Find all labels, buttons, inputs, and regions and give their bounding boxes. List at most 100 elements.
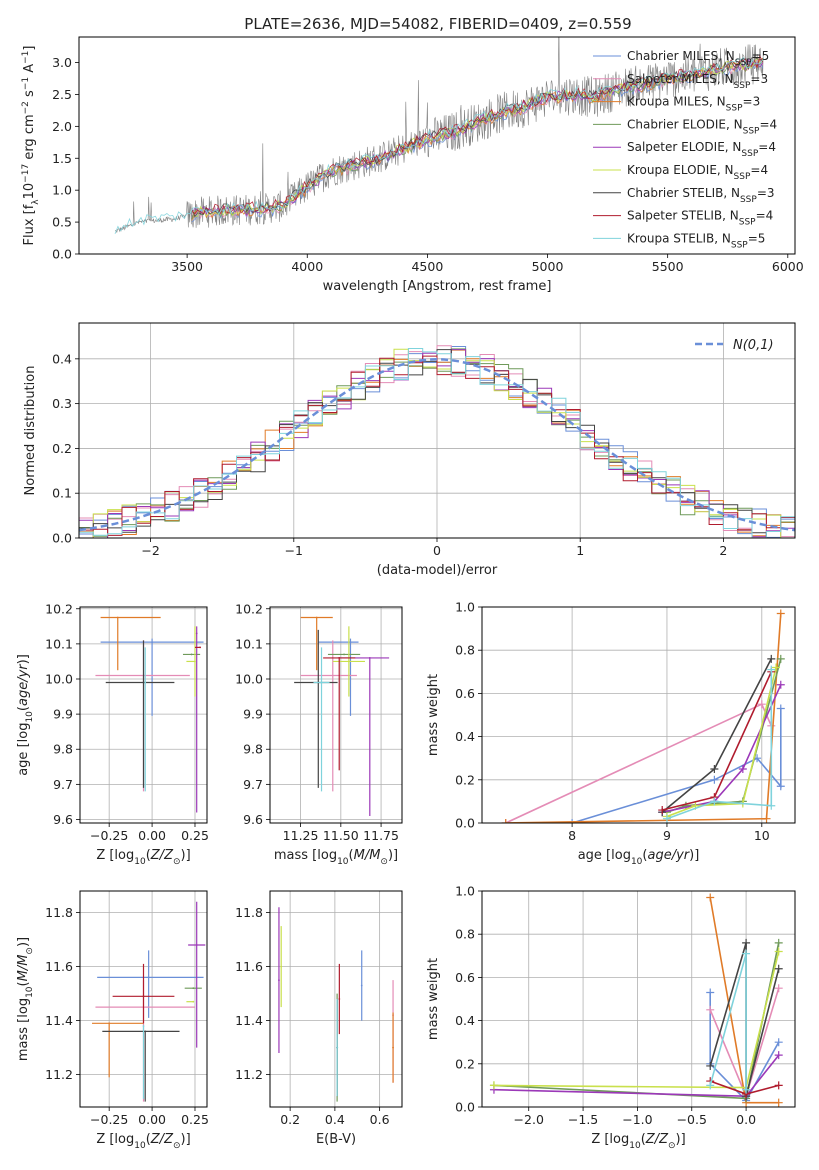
point-chabrier-miles xyxy=(151,641,153,644)
mw-marker-kroupa-elodie xyxy=(489,1081,498,1090)
y-axis-label-part: s xyxy=(22,90,37,101)
legend-ssp-sub: SSP xyxy=(735,58,752,68)
x-tick-label: 0.00 xyxy=(138,828,166,843)
plot-area xyxy=(79,345,795,538)
x-tick-label: 11.50 xyxy=(323,828,359,843)
mw-marker-kroupa-stelib xyxy=(767,665,776,674)
mw-line-chabrier-miles xyxy=(709,992,780,1102)
mw-marker-chabrier-miles xyxy=(710,775,719,784)
y-axis-label-part: mass weight xyxy=(426,958,441,1040)
y-axis-label-part: λ xyxy=(31,199,41,205)
axes-frame xyxy=(79,890,208,1108)
x-axis-label-part: E(B-V) xyxy=(316,1132,356,1147)
x-axis-label-part: ⊙ xyxy=(668,1141,676,1151)
legend-label-salpeter-elodie: Salpeter ELODIE, NSSP=4 xyxy=(627,140,776,159)
mw-marker-kroupa-stelib xyxy=(662,814,671,823)
x-tick-label: 1 xyxy=(576,543,584,558)
x-axis-label-part: Z [log xyxy=(591,1132,629,1147)
point-kroupa-miles xyxy=(392,1046,394,1049)
x-axis-label-part: )] xyxy=(181,1132,191,1147)
mw-marker-chabrier-stelib xyxy=(767,654,776,663)
x-axis-label-part: (data-model)/error xyxy=(377,563,498,578)
mw-marker-salpeter-miles xyxy=(774,984,783,993)
figure-title: PLATE=2636, MJD=54082, FIBERID=0409, z=0… xyxy=(244,15,631,33)
y-tick-label: 0.1 xyxy=(52,486,72,501)
mw-line-kroupa-stelib xyxy=(666,669,773,820)
mw-marker-kroupa-stelib xyxy=(706,1081,715,1090)
x-tick-label: −2.0 xyxy=(514,1112,544,1127)
axes-frame xyxy=(481,606,796,824)
y-axis-label-part: )] xyxy=(16,937,31,947)
legend-ssp-eq: = xyxy=(748,231,758,245)
y-tick-label: 11.2 xyxy=(45,1067,73,1082)
mw-marker-salpeter-miles xyxy=(706,1005,715,1014)
y-tick-label: 0.2 xyxy=(455,772,475,787)
mw-marker-kroupa-stelib xyxy=(742,949,751,958)
y-tick-label: 11.4 xyxy=(235,1013,263,1028)
legend-ssp-eq: = xyxy=(756,209,766,223)
mw-marker-chabrier-miles xyxy=(706,988,715,997)
axes-frame xyxy=(78,36,796,255)
y-tick-label: 0.2 xyxy=(455,1056,475,1071)
model-line-salpeter-stelib xyxy=(191,54,764,215)
legend-model-name: Kroupa ELODIE, N xyxy=(627,163,734,177)
panel-mass-vs-EBV: 0.2 0.4 0.6 11.2 11.4 11.6 11.8 E(B-V) xyxy=(235,890,403,1147)
x-axis-label-part: 10 xyxy=(631,857,643,867)
mw-line-chabrier-stelib xyxy=(661,658,773,813)
mw-marker-chabrier-elodie xyxy=(776,654,785,663)
x-axis-label-part: ⊙ xyxy=(380,857,388,867)
legend-ssp-sub: SSP xyxy=(743,126,760,136)
y-tick-label: 10.1 xyxy=(45,636,73,651)
x-tick-label: 11.75 xyxy=(363,828,399,843)
x-tick-label: 4500 xyxy=(411,259,443,274)
point-salpeter-elodie xyxy=(195,632,198,635)
x-tick-label: 8 xyxy=(568,828,576,843)
y-axis-label-part: A xyxy=(22,64,37,77)
mw-marker-kroupa-stelib xyxy=(742,1085,751,1094)
point-kroupa-miles xyxy=(108,1022,111,1025)
x-axis-label-part: 10 xyxy=(629,1141,641,1151)
model-line-kroupa-miles xyxy=(191,57,764,221)
y-tick-label: 10.2 xyxy=(45,601,73,616)
point-salpeter-stelib xyxy=(338,657,341,659)
y-axis-label: Normed distribution xyxy=(23,366,38,496)
panel-age-vs-Z: −0.25 0.00 0.25 9.6 9.7 9.8 9.9 10.0 10.1 10.2 Z [… xyxy=(16,601,209,867)
y-axis-label-part: −1 xyxy=(21,51,31,64)
point-chabrier-elodie xyxy=(343,653,345,656)
y-tick-label: 0.5 xyxy=(52,215,72,230)
y-tick-label: 0.8 xyxy=(455,927,475,942)
y-tick-label: 9.6 xyxy=(243,812,263,827)
y-tick-label: 0.4 xyxy=(455,1013,475,1028)
mw-marker-salpeter-miles xyxy=(757,700,766,709)
x-axis-label-part: 10 xyxy=(134,1141,146,1151)
legend-model-name: Salpeter ELODIE, N xyxy=(627,140,741,154)
y-axis-label-part: −1 xyxy=(21,77,31,90)
x-axis-label-part: ( xyxy=(641,1132,646,1147)
mw-marker-chabrier-stelib xyxy=(710,765,719,773)
y-axis-label: mass weight xyxy=(426,674,441,756)
x-axis-label-part: wavelength [Angstrom, rest frame] xyxy=(323,279,552,294)
point-kroupa-stelib xyxy=(144,681,147,684)
x-axis-label-part: M/M xyxy=(354,848,381,863)
x-tick-label: 9 xyxy=(663,828,671,843)
point-chabrier-miles xyxy=(360,984,363,987)
legend-ssp-eq: = xyxy=(750,72,760,86)
x-tick-label: 0 xyxy=(433,543,441,558)
mw-marker-chabrier-stelib xyxy=(706,1061,715,1070)
panel-residuals: −2 −1 0 1 2 0.0 0.1 0.2 0.3 0.4 (data-model)/error… xyxy=(23,322,796,578)
y-tick-label: 0.6 xyxy=(455,686,475,701)
y-tick-label: 9.6 xyxy=(53,812,73,827)
x-axis-label: mass [log10(M/M⊙)] xyxy=(274,848,398,867)
legend-ssp-value: 3 xyxy=(760,72,768,86)
y-tick-label: 2.5 xyxy=(52,87,72,102)
mw-marker-kroupa-elodie xyxy=(772,663,781,672)
x-axis-label-part: ( xyxy=(642,848,647,863)
y-tick-label: 10.1 xyxy=(235,636,263,651)
y-axis-label-part: 10 xyxy=(25,711,35,723)
y-axis-label-part: M/M xyxy=(16,955,31,982)
x-axis-label: Z [log10(Z/Z⊙)] xyxy=(96,1132,190,1151)
mw-line-salpeter-miles xyxy=(505,703,773,823)
x-tick-label: 0.25 xyxy=(181,828,209,843)
legend-ssp-value: 4 xyxy=(760,163,768,177)
